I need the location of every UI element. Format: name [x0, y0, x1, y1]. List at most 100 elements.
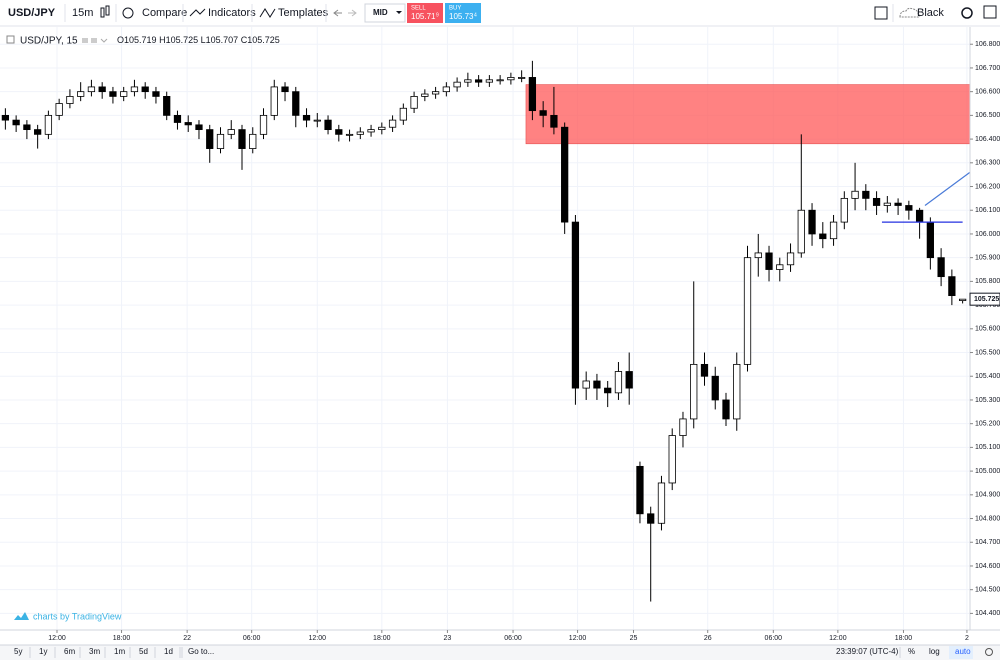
y-tick-label: 105.600 — [975, 326, 1000, 333]
candle-body — [55, 103, 63, 116]
candle-body — [367, 129, 375, 133]
candle-body — [797, 209, 805, 254]
auto-toggle[interactable]: auto — [955, 647, 971, 656]
candle-body — [130, 86, 139, 93]
symbol[interactable]: USD/JPY — [8, 7, 56, 19]
candle-body — [894, 202, 902, 206]
price-source-select[interactable] — [364, 3, 406, 23]
candle-body — [34, 129, 42, 135]
legend-button[interactable] — [91, 38, 97, 43]
candle-body — [464, 79, 472, 83]
sell-pip: 9 — [436, 12, 439, 18]
candle-body — [98, 86, 106, 93]
compare-icon[interactable] — [122, 7, 134, 19]
candle-body — [862, 190, 870, 199]
candle-body — [356, 131, 364, 135]
legend-button[interactable] — [82, 38, 88, 43]
collapse-icon[interactable] — [6, 35, 15, 44]
candle-body — [388, 119, 397, 128]
candle-body — [636, 465, 644, 515]
candle-body — [453, 81, 461, 88]
candle-body — [561, 126, 569, 223]
candle-body — [496, 79, 504, 82]
snapshot-button[interactable] — [983, 5, 997, 19]
candle-body — [216, 133, 225, 149]
candle-body — [722, 399, 730, 420]
candle-body — [66, 96, 74, 104]
theme-icon[interactable] — [899, 7, 921, 18]
undo[interactable] — [333, 9, 342, 17]
candle-body — [657, 482, 666, 524]
range-button[interactable]: 1d — [164, 647, 173, 656]
y-tick-label: 104.600 — [975, 563, 1000, 570]
y-tick-label: 105.800 — [975, 278, 1000, 285]
range-button[interactable]: 6m — [64, 647, 75, 656]
candle-body — [614, 371, 623, 394]
goto-button[interactable]: Go to... — [188, 647, 214, 656]
watermark[interactable]: charts by TradingView — [33, 611, 122, 621]
range-button[interactable]: 5y — [14, 647, 22, 656]
x-tick-label: 06:00 — [504, 635, 522, 642]
candle-body — [528, 77, 537, 112]
y-tick-label: 106.300 — [975, 160, 1000, 167]
compare-button[interactable]: Compare — [142, 7, 187, 19]
ohlc-label: H — [159, 35, 166, 45]
fullscreen-button[interactable] — [874, 6, 888, 20]
candle-body — [604, 387, 612, 394]
interval[interactable]: 15m — [72, 7, 93, 19]
y-tick-label: 105.400 — [975, 373, 1000, 380]
candle-body — [270, 86, 278, 116]
candle-icon[interactable] — [100, 5, 110, 18]
buy-pip: 4 — [474, 12, 477, 18]
log-toggle[interactable]: log — [929, 647, 940, 656]
candle-body — [184, 122, 192, 126]
candle-body — [281, 86, 289, 93]
candle-body — [485, 79, 494, 83]
candle-body — [743, 257, 752, 365]
x-tick-label: 22 — [183, 635, 191, 642]
templates-icon[interactable] — [259, 8, 276, 18]
ohlc-label: L — [201, 35, 206, 45]
indicators-icon[interactable] — [189, 8, 206, 17]
candle-body — [582, 380, 590, 389]
legend-arrow[interactable] — [100, 38, 108, 43]
y-tick-label: 106.700 — [975, 65, 1000, 72]
templates-button[interactable]: Templates — [278, 7, 329, 19]
buy-price: 105.73 — [449, 12, 474, 21]
axis-settings[interactable] — [985, 648, 993, 656]
range-button[interactable]: 1m — [114, 647, 125, 656]
range-button[interactable]: 3m — [89, 647, 100, 656]
tradingview-logo — [14, 612, 29, 620]
candle-body — [754, 252, 762, 259]
theme-select[interactable]: Black — [917, 7, 944, 19]
candle-body — [173, 114, 182, 123]
candle-body — [668, 435, 676, 484]
buy-button[interactable] — [445, 3, 481, 23]
percent-toggle[interactable]: % — [908, 647, 915, 656]
y-tick-label: 105.100 — [975, 444, 1000, 451]
y-tick-label: 106.000 — [975, 231, 1000, 238]
candle-body — [313, 119, 321, 122]
redo[interactable] — [348, 9, 357, 17]
y-tick-label: 106.400 — [975, 136, 1000, 143]
settings-button[interactable] — [961, 7, 973, 19]
indicators-button[interactable]: Indicators — [208, 7, 256, 19]
y-tick-label: 106.800 — [975, 41, 1000, 48]
range-button[interactable]: 1y — [39, 647, 47, 656]
candle-body — [819, 233, 827, 240]
supply-zone — [525, 84, 971, 145]
x-tick-label: 26 — [704, 635, 712, 642]
candle-body — [431, 91, 440, 95]
candle-body — [109, 91, 117, 97]
last-price-label: 105.725 — [974, 296, 999, 303]
plot-area — [0, 27, 971, 630]
y-tick-label: 105.900 — [975, 255, 1000, 262]
candle-body — [571, 221, 580, 389]
range-button[interactable]: 5d — [139, 647, 148, 656]
sell-button[interactable] — [407, 3, 443, 23]
dropdown-arrow — [396, 11, 402, 14]
x-tick-label: 12:00 — [569, 635, 587, 642]
candle-body — [765, 252, 773, 270]
